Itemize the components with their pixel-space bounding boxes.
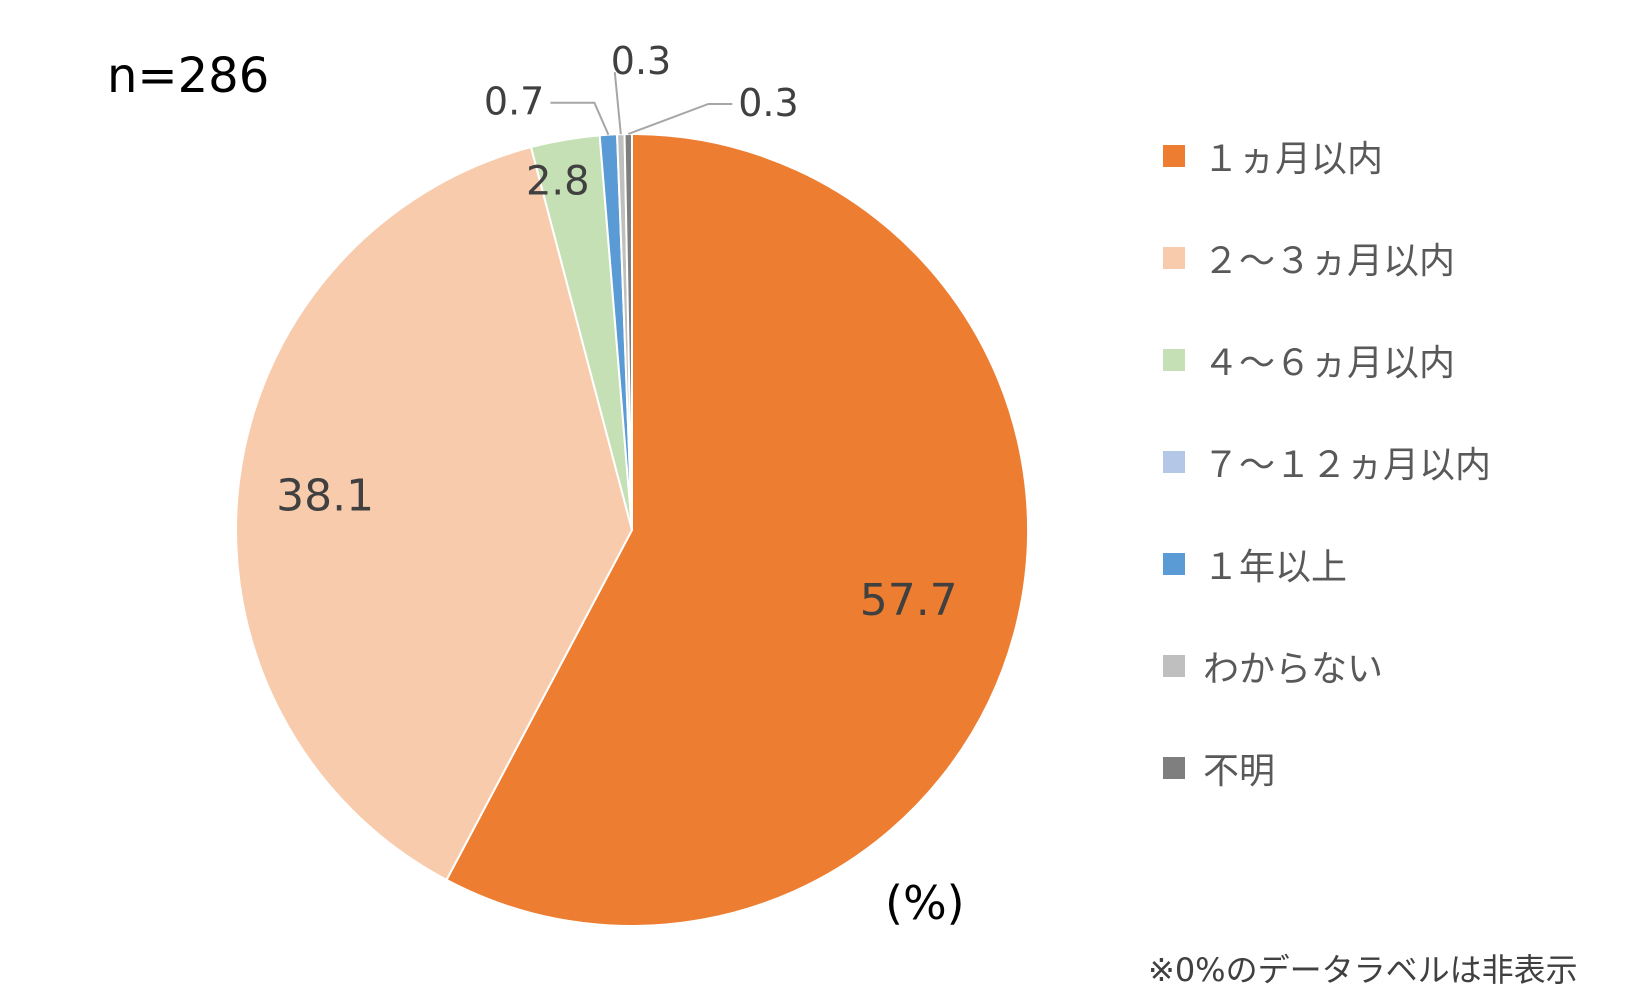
legend-label: ２～３ヵ月以内 [1203,241,1456,282]
slice-2-3months [235,145,634,882]
legend-label: １年以上 [1203,547,1348,588]
leader-line-unknown [613,72,622,135]
data-label-not-stated: 0.3 [738,81,798,125]
legend-label: ４～６ヵ月以内 [1203,343,1456,384]
slice-not-stated [623,132,633,531]
legend-swatch [1163,757,1185,779]
data-label-2-3months: 38.1 [276,471,374,522]
legend-label: ７～１２ヵ月以内 [1203,445,1492,486]
data-label-1year: 0.7 [484,80,544,124]
legend-item-not-stated: 不明 [1163,746,1275,792]
legend-item-7-12months: ７～１２ヵ月以内 [1163,440,1491,486]
sample-size-label: n=286 [107,48,270,104]
legend-label: わからない [1203,649,1384,690]
legend-item-4-6months: ４～６ヵ月以内 [1163,338,1455,384]
legend-swatch [1163,349,1185,371]
legend-swatch [1163,553,1185,575]
data-label-1month: 57.7 [860,575,958,626]
legend-item-1month: １ヵ月以内 [1163,134,1383,180]
legend-swatch [1163,145,1185,167]
legend-item-1year: １年以上 [1163,542,1347,588]
legend-item-unknown: わからない [1163,644,1383,690]
unit-label: (%) [885,876,965,930]
slice-1month [445,132,1029,927]
legend-label: 不明 [1203,751,1276,792]
legend-label: １ヵ月以内 [1203,139,1384,180]
legend-item-2-3months: ２～３ヵ月以内 [1163,236,1455,282]
leader-line-1year [550,101,610,136]
data-label-4-6months: 2.8 [526,159,590,205]
legend-swatch [1163,655,1185,677]
legend-swatch [1163,451,1185,473]
data-label-unknown: 0.3 [611,39,671,83]
leader-line-not-stated [627,103,733,135]
footnote: ※0%のデータラベルは非表示 [1148,951,1578,989]
legend-swatch [1163,247,1185,269]
